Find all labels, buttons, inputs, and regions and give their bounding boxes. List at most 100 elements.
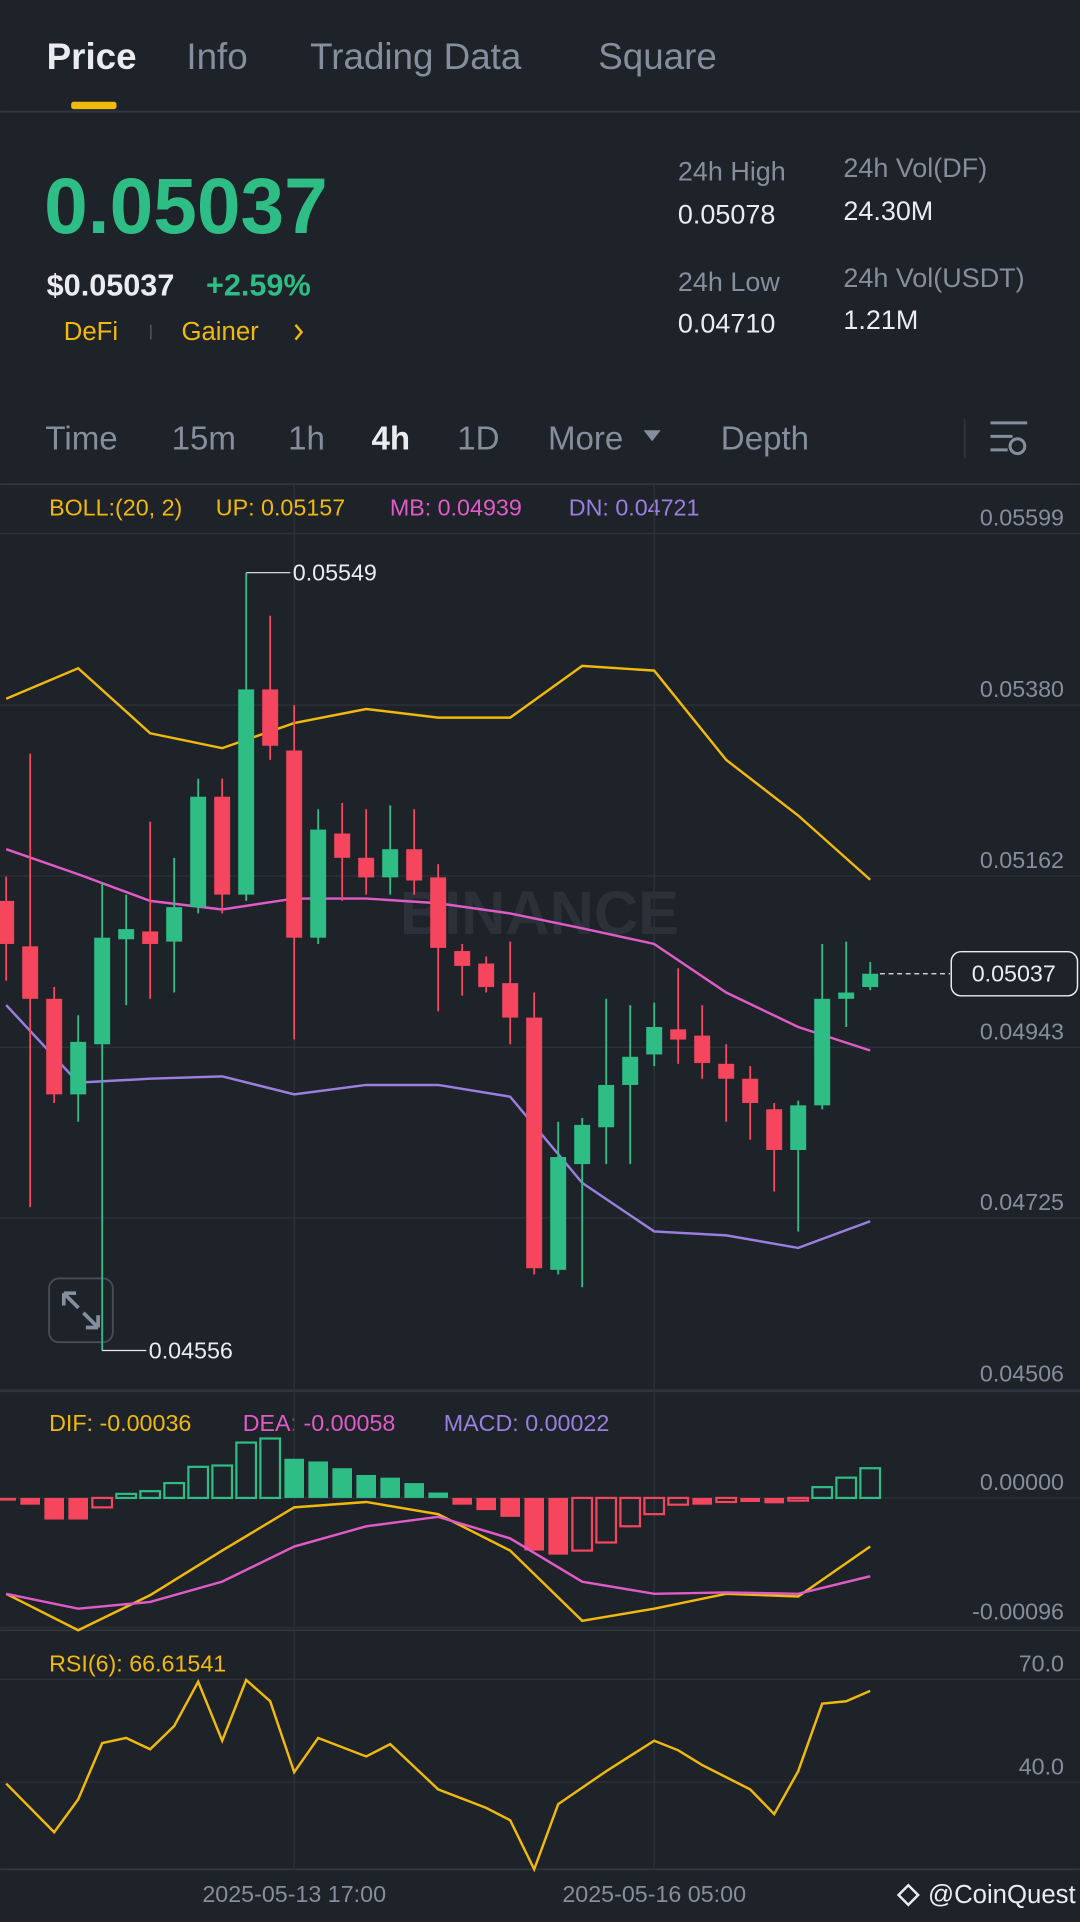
dropdown-arrow: [643, 430, 661, 442]
macd-bar: [68, 1497, 88, 1520]
settings-icon[interactable]: [990, 421, 1028, 456]
y-tick-label: 0.00000: [980, 1469, 1064, 1495]
macd-bar: [476, 1497, 496, 1511]
interval[interactable]: Depth: [721, 420, 809, 457]
macd-bar: [91, 1496, 114, 1509]
macd-bar: [595, 1496, 618, 1544]
indicator-line: [5, 664, 872, 881]
y-tick-label: 0.04943: [980, 1018, 1064, 1044]
candle-body: [94, 937, 111, 1045]
candle-body: [310, 829, 327, 938]
stat-value: 24.30M: [843, 196, 933, 226]
macd-bar: [284, 1458, 304, 1498]
chart: 2025-05-13 17:00 2025-05-16 05:00 0.05599 0…: [0, 484, 1080, 1907]
candle-body: [502, 983, 519, 1018]
candle-body: [334, 833, 351, 858]
legend: RSI(6): 66.61541: [49, 1650, 226, 1676]
y-tick-label: 0.04506: [980, 1361, 1064, 1387]
candle-body: [358, 857, 375, 878]
candle-body: [598, 1084, 615, 1128]
y-tick-label: -0.00096: [972, 1599, 1064, 1625]
interval[interactable]: 1h: [288, 420, 325, 457]
macd-bar: [692, 1497, 712, 1505]
price-change: +2.59%: [206, 269, 311, 303]
indicator-line: [5, 1500, 871, 1632]
candle-body: [262, 689, 279, 746]
stat-label: 24h High: [678, 157, 786, 187]
candle-body: [238, 689, 255, 895]
expand-button[interactable]: [48, 1277, 114, 1344]
candle-body: [430, 877, 447, 948]
interval[interactable]: Time: [45, 420, 117, 457]
candle-body: [0, 900, 15, 944]
candle-body: [406, 849, 423, 881]
footer: @CoinQuest: [928, 1881, 1076, 1909]
macd-bar: [211, 1464, 234, 1500]
candle-body: [286, 750, 303, 938]
macd-bar: [811, 1486, 834, 1500]
candle-body: [550, 1157, 567, 1270]
macd-bar: [764, 1497, 785, 1504]
tab[interactable]: Square: [598, 36, 717, 77]
y-tick-label: 0.05380: [980, 676, 1064, 702]
legend: UP: 0.05157: [216, 494, 345, 520]
candle-body: [718, 1063, 735, 1079]
macd-bar: [44, 1497, 64, 1520]
y-tick-label: 70.0: [1019, 1650, 1064, 1676]
macd-bar: [859, 1467, 882, 1500]
macd-bar: [20, 1497, 40, 1505]
macd-bar: [643, 1496, 666, 1516]
tab-indicator: [71, 101, 117, 110]
candle-body: [22, 946, 39, 999]
macd-bar: [0, 1497, 16, 1501]
macd-bar: [308, 1461, 328, 1498]
macd-bar: [548, 1497, 568, 1555]
macd-bar: [452, 1497, 472, 1505]
candle-body: [766, 1109, 783, 1150]
last-price: 0.05037: [44, 162, 328, 250]
macd-bar: [356, 1474, 376, 1498]
x-tick-label: 2025-05-13 17:00: [202, 1881, 386, 1907]
indicator-line: [5, 1677, 871, 1873]
legend: DEA: -0.00058: [243, 1410, 396, 1436]
tag[interactable]: DeFi: [64, 318, 118, 346]
legend: MB: 0.04939: [390, 494, 522, 520]
candle-body: [526, 1017, 543, 1269]
candle-body: [190, 796, 207, 908]
candle-body: [574, 1124, 591, 1165]
candle-body: [142, 931, 159, 944]
candle-body: [382, 849, 399, 878]
macd-bar: [235, 1441, 258, 1500]
indicator-line: [5, 1515, 871, 1610]
stat-value: 1.21M: [843, 305, 918, 335]
macd-bar: [740, 1497, 761, 1502]
legend: DN: 0.04721: [569, 494, 700, 520]
macd-bar: [667, 1496, 690, 1506]
legend: MACD: 0.00022: [444, 1410, 610, 1436]
tag[interactable]: Gainer: [181, 318, 259, 346]
stat-value: 0.04710: [678, 309, 775, 339]
interval[interactable]: 1D: [457, 420, 499, 457]
tab[interactable]: Trading Data: [310, 36, 522, 77]
candle-body: [118, 929, 135, 940]
interval[interactable]: More: [548, 420, 623, 457]
usd-price: $0.05037: [47, 269, 175, 303]
candle-body: [814, 998, 831, 1106]
macd-bar: [524, 1497, 544, 1551]
macd-bar: [115, 1492, 138, 1500]
interval[interactable]: 4h: [371, 420, 410, 457]
tab[interactable]: Info: [186, 36, 247, 77]
candle-body: [622, 1056, 639, 1085]
stat-label: 24h Low: [678, 267, 780, 297]
macd-bar: [715, 1496, 738, 1504]
macd-bar: [619, 1496, 642, 1528]
macd-bar: [139, 1490, 162, 1500]
interval[interactable]: 15m: [172, 420, 236, 457]
low-label: 0.04556: [149, 1338, 233, 1364]
y-tick-label: 0.05599: [980, 505, 1064, 531]
x-tick-label: 2025-05-16 05:00: [562, 1881, 746, 1907]
tab[interactable]: Price: [47, 36, 137, 77]
